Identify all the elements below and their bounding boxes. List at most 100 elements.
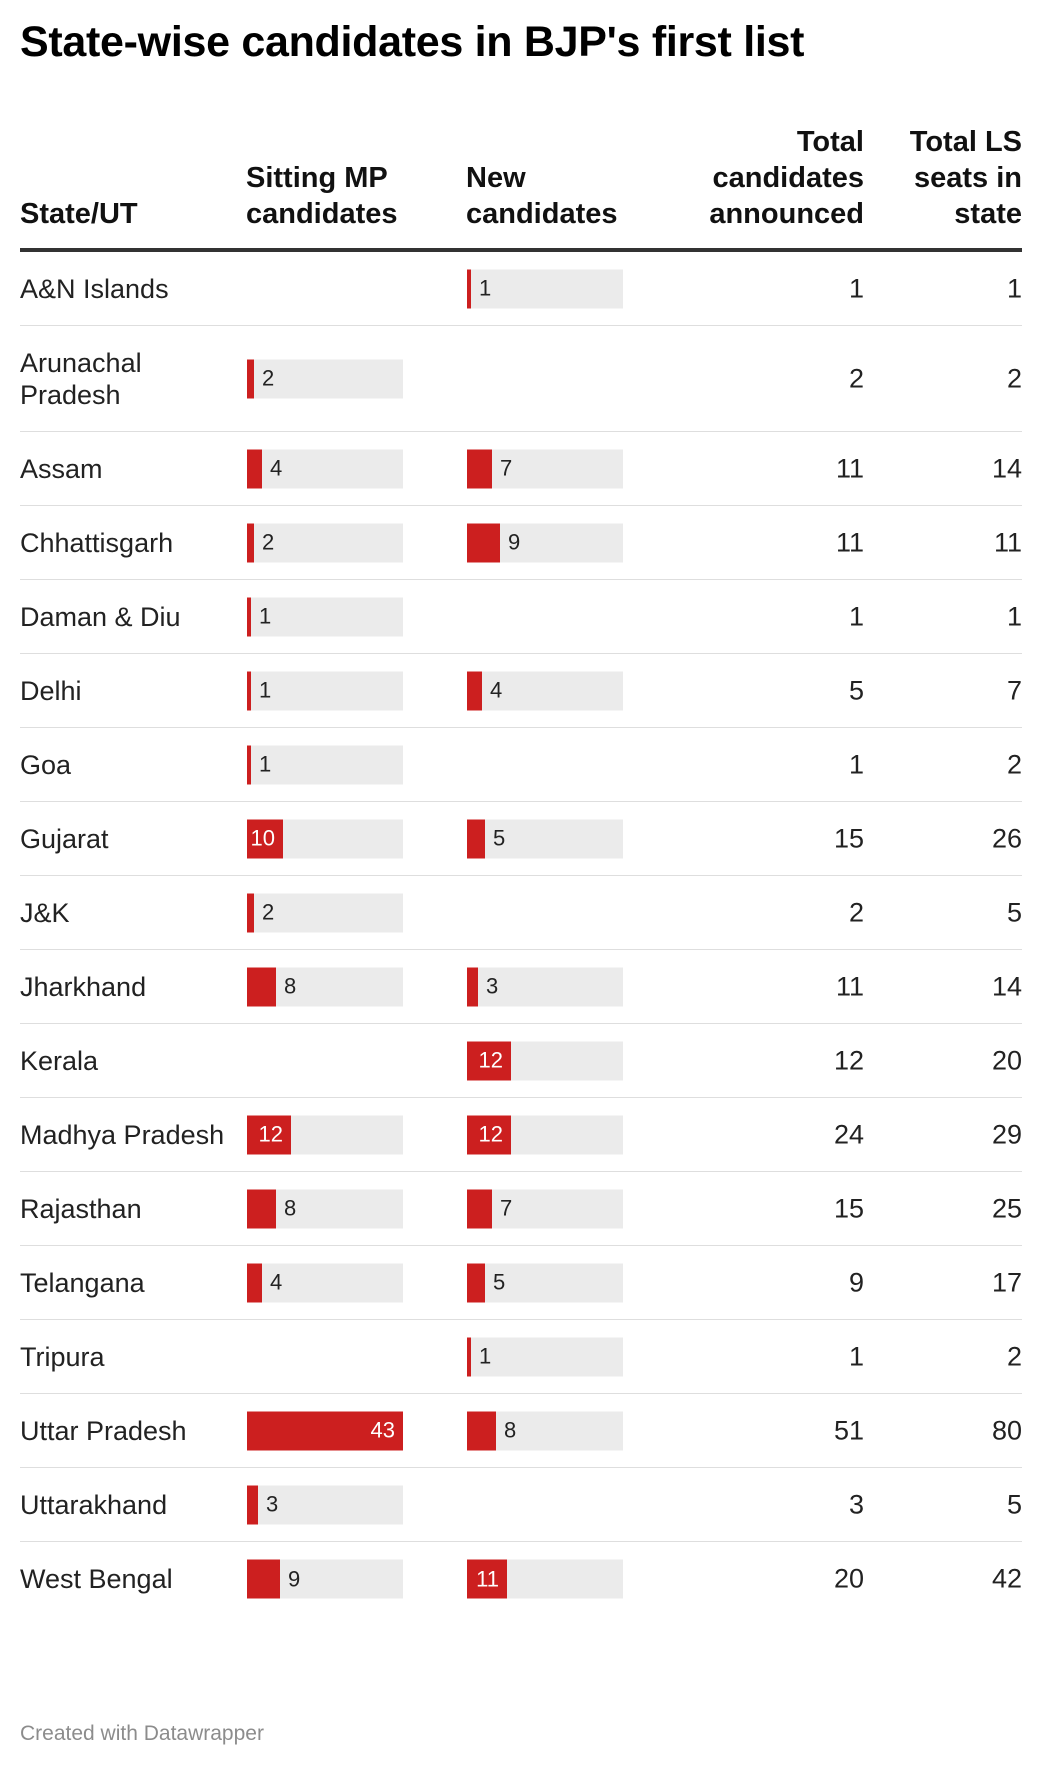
table-row: Delhi 1 4 5 7: [20, 654, 1022, 728]
table-row: Uttar Pradesh 43 8 51 80: [20, 1394, 1022, 1468]
bar-mark: [247, 893, 254, 932]
bar-mark: [467, 523, 500, 562]
state-name: Jharkhand: [20, 971, 147, 1002]
total-candidates-value: 3: [848, 1489, 864, 1519]
bar-mark: [247, 671, 251, 710]
state-name: Kerala: [20, 1045, 99, 1076]
bar-mark: [467, 269, 471, 308]
bar-mark: [247, 745, 251, 784]
new-candidates-bar-cell: 4: [467, 671, 623, 710]
new-candidates-bar-cell: 1: [467, 1337, 623, 1376]
new-candidates-bar-cell: 12: [467, 1115, 623, 1154]
table-row: Gujarat 10 5 15 26: [20, 802, 1022, 876]
state-name: Assam: [20, 453, 103, 484]
state-name: Uttar Pradesh: [20, 1415, 187, 1446]
table-row: Tripura 1 1 2: [20, 1320, 1022, 1394]
total-candidates-value: 5: [848, 675, 864, 705]
bar-background: [247, 359, 403, 398]
bar-mark: [467, 1337, 471, 1376]
sitting-mp-bar-cell: 8: [247, 1189, 403, 1228]
bar-value-label: 4: [270, 1269, 283, 1295]
table-row: Arunachal Pradesh 2 2 2: [20, 326, 1022, 432]
bar-mark: [467, 671, 482, 710]
bar-value-label: 1: [479, 275, 492, 301]
total-candidates-value: 1: [848, 1341, 864, 1371]
bar-value-label: 8: [284, 1195, 297, 1221]
column-header-sitting-mp: Sitting MP candidates: [246, 162, 398, 230]
total-candidates-value: 2: [848, 363, 864, 393]
table-row: Rajasthan 8 7 15 25: [20, 1172, 1022, 1246]
sitting-mp-bar-cell: 10: [247, 819, 403, 858]
total-seats-value: 17: [991, 1267, 1022, 1297]
bar-background: [247, 893, 403, 932]
new-candidates-bar-cell: 1: [467, 269, 623, 308]
bar-background: [247, 597, 403, 636]
bar-mark: [467, 1115, 511, 1154]
total-candidates-value: 11: [835, 971, 864, 1001]
bar-value-label: 1: [479, 1343, 492, 1369]
total-candidates-value: 12: [833, 1045, 864, 1075]
bar-value-label: 43: [370, 1417, 395, 1443]
table-row: A&N Islands 1 1 1: [20, 252, 1022, 326]
bar-value-label: 3: [486, 973, 499, 999]
state-name: Chhattisgarh: [20, 527, 174, 558]
footer-credit: Created with Datawrapper: [20, 1722, 264, 1745]
table-row: J&K 2 2 5: [20, 876, 1022, 950]
table-row: Telangana 4 5 9 17: [20, 1246, 1022, 1320]
sitting-mp-bar-cell: 3: [247, 1485, 403, 1524]
bar-value-label: 2: [262, 529, 275, 555]
state-name: Arunachal Pradesh: [20, 347, 142, 410]
column-header-total-seats: Total LS seats in state: [909, 126, 1022, 230]
total-candidates-value: 9: [848, 1267, 864, 1297]
state-name: Tripura: [20, 1341, 105, 1372]
state-name: Delhi: [20, 675, 82, 706]
new-candidates-bar-cell: 9: [467, 523, 623, 562]
total-candidates-value: 11: [835, 527, 864, 557]
bar-background: [247, 449, 403, 488]
bar-mark: [247, 449, 262, 488]
column-header-new-candidates: New candidates: [466, 162, 618, 230]
bar-value-label: 1: [259, 751, 272, 777]
bar-value-label: 4: [270, 455, 283, 481]
table-body: A&N Islands 1 1 1 Arunachal Pradesh 2 2 2 Assam 4…: [20, 252, 1022, 1616]
total-seats-value: 1: [1006, 601, 1022, 631]
state-name: Daman & Diu: [20, 601, 181, 632]
bar-value-label: 1: [259, 677, 272, 703]
bar-background: [247, 1485, 403, 1524]
new-candidates-bar-cell: 7: [467, 449, 623, 488]
table-row: Kerala 12 12 20: [20, 1024, 1022, 1098]
total-seats-value: 14: [991, 971, 1022, 1001]
new-candidates-bar-cell: 7: [467, 1189, 623, 1228]
bar-value-label: 5: [493, 1269, 506, 1295]
table-row: Goa 1 1 2: [20, 728, 1022, 802]
sitting-mp-bar-cell: 43: [247, 1411, 403, 1450]
total-candidates-value: 2: [848, 897, 864, 927]
bar-value-label: 4: [490, 677, 503, 703]
bar-background: [247, 523, 403, 562]
bar-mark: [247, 1485, 258, 1524]
state-name: A&N Islands: [20, 273, 169, 304]
state-name: Telangana: [20, 1267, 145, 1298]
bar-value-label: 8: [504, 1417, 517, 1443]
bar-value-label: 11: [476, 1566, 499, 1591]
bar-value-label: 3: [266, 1491, 279, 1517]
bar-mark: [467, 967, 478, 1006]
bar-mark: [467, 1041, 511, 1080]
bar-mark: [247, 1411, 403, 1450]
bar-mark: [247, 359, 254, 398]
bar-value-label: 12: [478, 1121, 503, 1147]
total-seats-value: 26: [991, 823, 1022, 853]
total-candidates-value: 15: [833, 823, 864, 853]
table-row: Assam 4 7 11 14: [20, 432, 1022, 506]
bar-background: [247, 1263, 403, 1302]
bar-value-label: 1: [259, 603, 272, 629]
bar-value-label: 7: [500, 455, 513, 481]
bar-value-label: 9: [508, 529, 521, 555]
bar-mark: [247, 523, 254, 562]
bar-background: [467, 269, 623, 308]
table-row: Daman & Diu 1 1 1: [20, 580, 1022, 654]
sitting-mp-bar-cell: 2: [247, 359, 403, 398]
bar-value-label: 5: [493, 825, 506, 851]
sitting-mp-bar-cell: 1: [247, 597, 403, 636]
bar-mark: [247, 819, 283, 858]
